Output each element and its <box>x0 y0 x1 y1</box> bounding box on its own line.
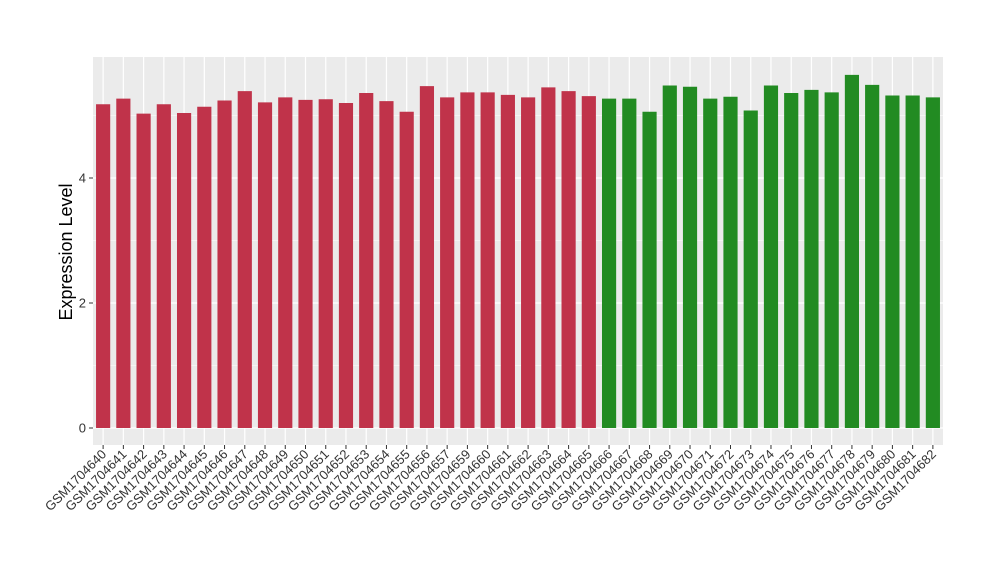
bar <box>642 111 657 428</box>
bar <box>460 92 475 428</box>
bar <box>682 86 698 428</box>
bar <box>905 95 920 428</box>
bar <box>298 99 313 428</box>
y-axis: 0 2 4 <box>79 171 93 436</box>
y-axis-title: Expression Level <box>56 183 76 320</box>
bar <box>176 113 192 428</box>
bar <box>116 98 131 428</box>
bar <box>419 86 435 428</box>
bar <box>278 97 293 428</box>
y-tick-label: 4 <box>79 171 86 186</box>
bar <box>925 97 940 428</box>
bar <box>359 93 374 428</box>
bar <box>885 95 900 428</box>
bar <box>703 98 718 428</box>
bar <box>865 84 880 428</box>
bar <box>723 96 738 428</box>
bar <box>804 89 819 428</box>
bar <box>763 85 779 428</box>
bar <box>96 104 111 428</box>
bar <box>399 111 414 428</box>
bar <box>541 87 556 428</box>
bars <box>96 74 940 428</box>
bar <box>318 99 333 428</box>
bar <box>824 92 839 428</box>
x-axis: GSM1704640GSM1704641GSM1704642GSM1704643… <box>42 445 939 514</box>
bar <box>156 104 171 428</box>
bar <box>784 93 799 428</box>
bar <box>601 98 617 428</box>
bar <box>480 92 495 428</box>
bar <box>561 91 576 428</box>
bar <box>136 113 151 428</box>
bar <box>197 106 212 428</box>
bar <box>338 103 354 428</box>
bar <box>662 85 677 428</box>
bar <box>743 110 758 428</box>
bar <box>257 102 273 428</box>
bar <box>440 97 455 428</box>
y-tick-label: 0 <box>79 421 86 436</box>
bar <box>622 98 637 428</box>
bar <box>217 100 232 428</box>
bar <box>379 101 394 428</box>
bar <box>581 96 596 428</box>
bar <box>500 94 515 428</box>
bar <box>237 91 252 428</box>
plot-panel <box>93 57 943 445</box>
bar <box>521 97 536 428</box>
y-tick-label: 2 <box>79 296 86 311</box>
bar <box>844 74 860 428</box>
